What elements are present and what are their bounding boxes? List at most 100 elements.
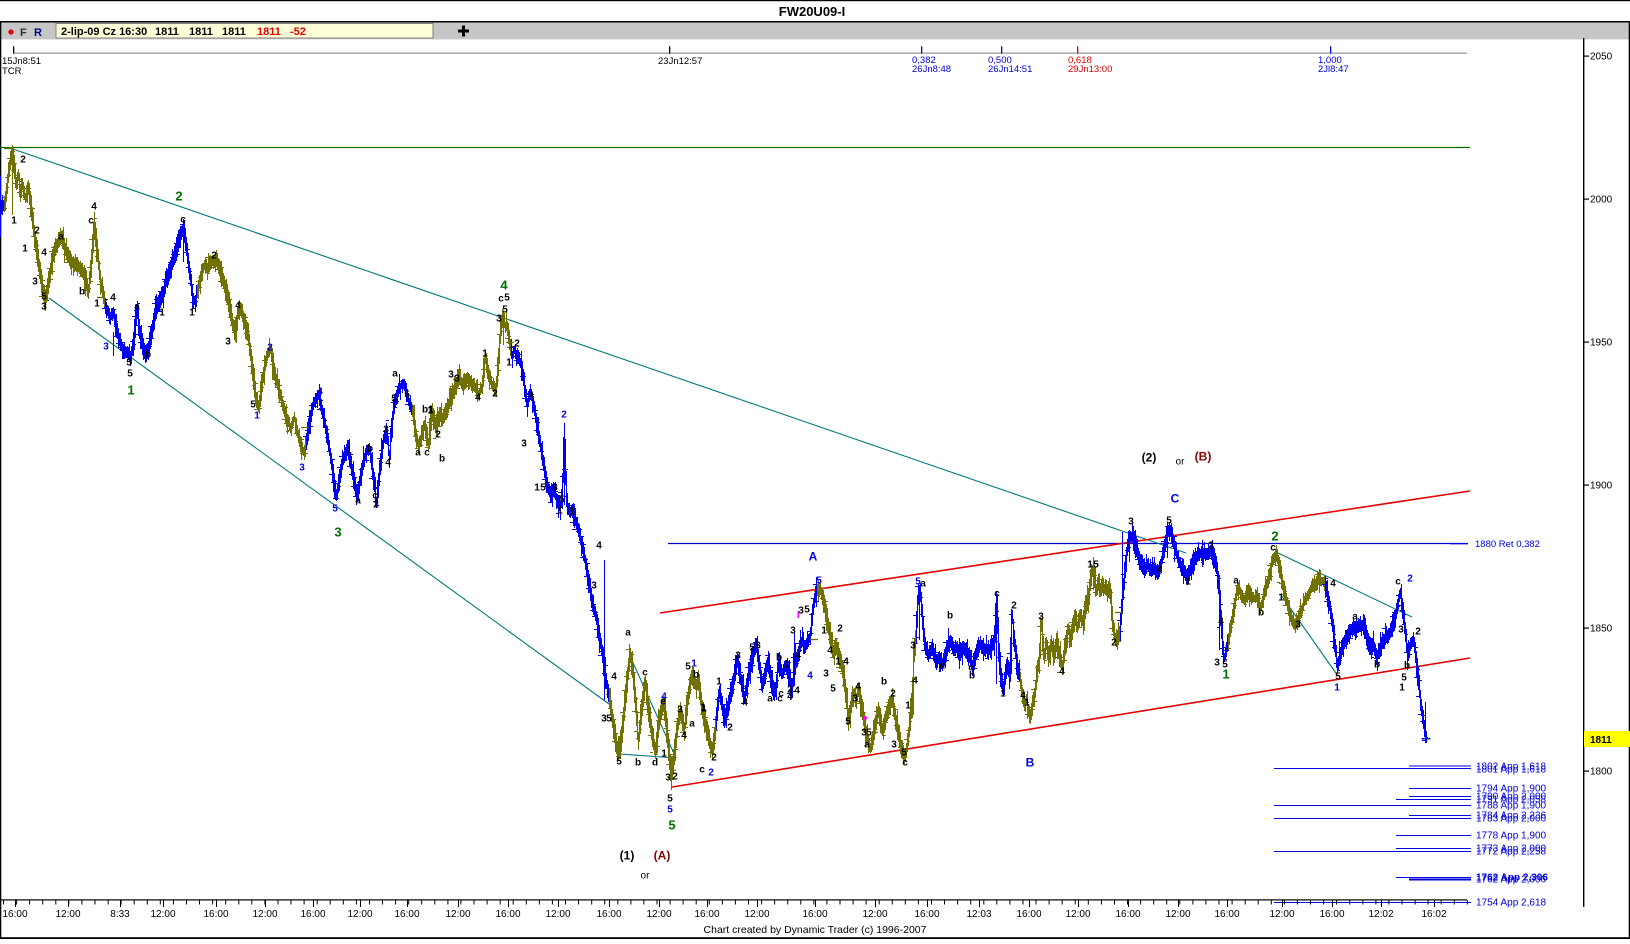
- svg-text:23Jn12:57: 23Jn12:57: [658, 56, 702, 67]
- svg-text:3: 3: [735, 651, 741, 662]
- svg-text:c: c: [902, 758, 908, 769]
- svg-text:1: 1: [905, 701, 911, 712]
- svg-text:4: 4: [827, 646, 833, 657]
- svg-text:2: 2: [492, 389, 498, 400]
- svg-text:1811: 1811: [189, 26, 213, 38]
- svg-text:4: 4: [317, 387, 323, 398]
- svg-text:b: b: [693, 670, 699, 681]
- svg-text:0,382: 0,382: [912, 55, 936, 66]
- svg-text:4: 4: [855, 682, 861, 693]
- svg-text:(A): (A): [654, 849, 671, 863]
- svg-text:b: b: [969, 671, 975, 682]
- svg-text:3: 3: [496, 314, 502, 325]
- svg-text:a: a: [134, 302, 140, 313]
- svg-text:a: a: [689, 719, 695, 730]
- svg-text:b: b: [422, 405, 428, 416]
- svg-text:a: a: [767, 694, 773, 705]
- svg-text:5: 5: [1166, 516, 1172, 527]
- svg-text:b: b: [881, 677, 887, 688]
- svg-text:16:00: 16:00: [1214, 909, 1239, 920]
- svg-text:12:02: 12:02: [1368, 909, 1393, 920]
- svg-text:1772 App 2,258: 1772 App 2,258: [1476, 847, 1547, 858]
- svg-text:1: 1: [821, 626, 827, 637]
- svg-text:e: e: [660, 697, 666, 708]
- svg-text:c: c: [642, 668, 648, 679]
- svg-text:1802 App 1,618: 1802 App 1,618: [1476, 762, 1547, 773]
- svg-text:16:00: 16:00: [802, 909, 827, 920]
- svg-text:c: c: [778, 689, 784, 700]
- svg-text:1: 1: [557, 506, 563, 517]
- svg-text:2: 2: [787, 685, 793, 696]
- svg-text:16:00: 16:00: [596, 909, 621, 920]
- svg-text:TCR: TCR: [2, 66, 22, 77]
- svg-text:a: a: [392, 369, 398, 380]
- svg-text:3: 3: [334, 525, 341, 540]
- svg-text:4: 4: [912, 676, 918, 687]
- svg-text:2: 2: [1208, 541, 1214, 552]
- svg-text:4: 4: [795, 651, 801, 662]
- svg-text:d: d: [652, 758, 658, 769]
- svg-text:2: 2: [514, 339, 520, 350]
- svg-text:4: 4: [661, 692, 667, 703]
- svg-text:c: c: [1270, 543, 1276, 554]
- svg-text:3: 3: [454, 374, 460, 385]
- svg-text:1762 App 2,006: 1762 App 2,006: [1476, 875, 1547, 886]
- svg-text:a: a: [939, 661, 945, 672]
- svg-text:1: 1: [1334, 683, 1340, 694]
- svg-text:16:02: 16:02: [1421, 909, 1446, 920]
- svg-text:4: 4: [1020, 691, 1026, 702]
- svg-text:2: 2: [373, 500, 379, 511]
- svg-text:1: 1: [661, 749, 667, 760]
- svg-text:15Jn8:51: 15Jn8:51: [2, 56, 41, 67]
- svg-text:4: 4: [843, 657, 849, 668]
- svg-text:b: b: [145, 350, 151, 361]
- svg-text:4: 4: [91, 202, 97, 213]
- svg-text:3: 3: [891, 740, 897, 751]
- svg-text:or: or: [641, 871, 651, 882]
- svg-text:12:00: 12:00: [545, 909, 570, 920]
- svg-text:3: 3: [1128, 517, 1134, 528]
- svg-text:12:00: 12:00: [445, 909, 470, 920]
- svg-text:5: 5: [127, 369, 133, 380]
- svg-text:5: 5: [1093, 560, 1099, 571]
- svg-text:12:00: 12:00: [1165, 909, 1190, 920]
- svg-text:0,500: 0,500: [988, 55, 1012, 66]
- svg-text:a: a: [864, 740, 870, 751]
- svg-text:1: 1: [506, 358, 512, 369]
- svg-text:12:00: 12:00: [744, 909, 769, 920]
- svg-text:1: 1: [189, 308, 195, 319]
- svg-text:2: 2: [837, 624, 843, 635]
- svg-text:5: 5: [866, 728, 872, 739]
- svg-text:3: 3: [521, 439, 527, 450]
- svg-text:2050: 2050: [1590, 52, 1613, 63]
- svg-text:1850: 1850: [1590, 624, 1613, 635]
- svg-text:2: 2: [1407, 574, 1413, 585]
- svg-text:-52: -52: [290, 26, 306, 38]
- svg-text:4: 4: [807, 671, 813, 682]
- svg-text:4: 4: [611, 672, 617, 683]
- svg-text:1811: 1811: [222, 26, 246, 38]
- svg-text:5: 5: [845, 717, 851, 728]
- svg-text:(1): (1): [620, 849, 635, 863]
- svg-text:3: 3: [41, 302, 47, 313]
- svg-text:4: 4: [742, 698, 748, 709]
- svg-text:4: 4: [794, 686, 800, 697]
- svg-text:1811: 1811: [257, 26, 281, 38]
- svg-text:a: a: [625, 628, 631, 639]
- svg-text:1: 1: [534, 483, 540, 494]
- svg-text:4: 4: [1156, 565, 1162, 576]
- svg-text:5: 5: [816, 576, 822, 587]
- svg-text:5: 5: [559, 495, 565, 506]
- svg-text:4: 4: [500, 278, 508, 293]
- svg-text:2: 2: [727, 723, 733, 734]
- svg-text:4: 4: [1059, 667, 1065, 678]
- svg-text:5: 5: [1222, 660, 1228, 671]
- svg-text:16:00: 16:00: [203, 909, 228, 920]
- svg-text:2000: 2000: [1590, 195, 1613, 206]
- svg-text:5: 5: [250, 400, 256, 411]
- svg-text:(B): (B): [1195, 450, 1212, 464]
- svg-text:3: 3: [448, 370, 454, 381]
- svg-text:5: 5: [606, 714, 612, 725]
- svg-text:1: 1: [1087, 560, 1093, 571]
- svg-text:3: 3: [591, 581, 597, 592]
